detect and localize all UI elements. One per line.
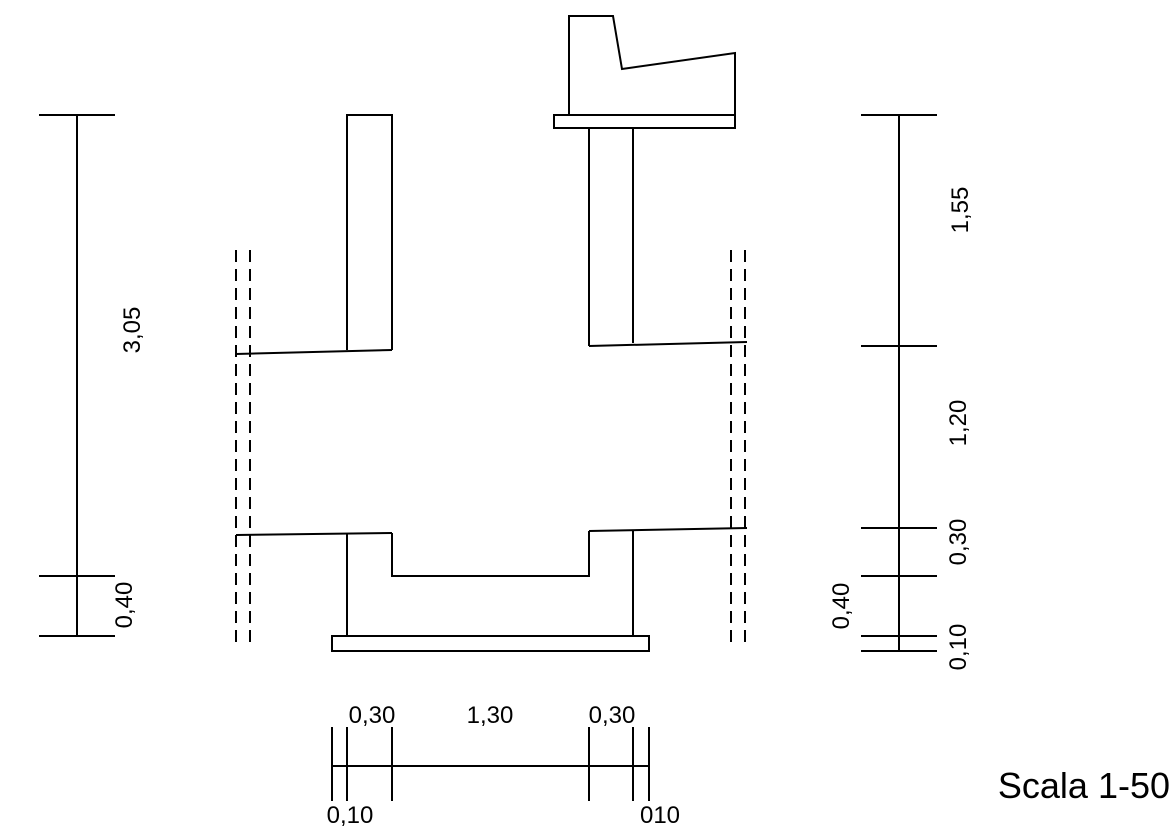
left-dimension-line <box>39 114 115 637</box>
bottom-dim-right-slab-label: 010 <box>640 802 680 829</box>
left-wall <box>235 114 393 355</box>
bottom-dimension-line <box>331 727 650 801</box>
right-dim-base-label: 0,40 <box>828 583 855 630</box>
ground-dashed-lines <box>235 250 746 648</box>
left-dim-total-label: 3,05 <box>119 307 146 354</box>
right-dim-step-label: 0,30 <box>945 519 972 566</box>
bottom-dim-right-wall-label: 0,30 <box>589 702 636 729</box>
bottom-dim-left-wall-label: 0,30 <box>349 702 396 729</box>
bottom-dim-left-slab-label: 0,10 <box>327 802 374 829</box>
bottom-dim-channel-label: 1,30 <box>467 702 514 729</box>
right-dim-middle-label: 1,20 <box>945 400 972 447</box>
scale-label: Scala 1-50 <box>998 765 1170 806</box>
right-dim-upper-label: 1,55 <box>947 187 974 234</box>
right-wall <box>553 15 748 347</box>
channel-base <box>235 527 748 652</box>
right-dimension-line <box>861 114 937 652</box>
left-dim-footing-label: 0,40 <box>111 582 138 629</box>
right-dim-slab-label: 0,10 <box>945 624 972 671</box>
